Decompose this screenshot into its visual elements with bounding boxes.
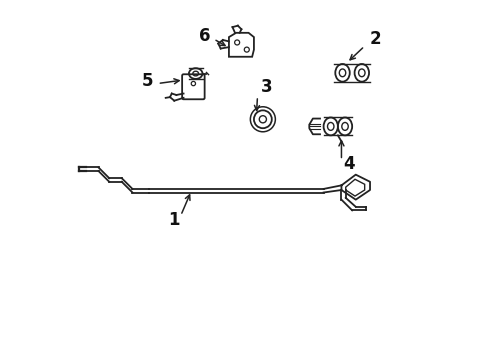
Text: 2: 2: [370, 30, 382, 48]
Text: 3: 3: [261, 78, 273, 96]
Text: 6: 6: [199, 27, 211, 45]
Text: 4: 4: [343, 155, 355, 173]
Text: 1: 1: [168, 211, 180, 229]
Text: 5: 5: [142, 72, 154, 90]
Polygon shape: [346, 179, 365, 196]
